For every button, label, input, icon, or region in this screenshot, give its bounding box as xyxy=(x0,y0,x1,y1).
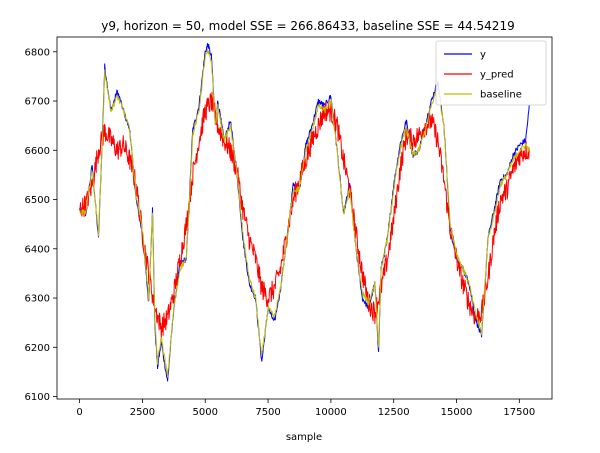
x-tick-label: 17500 xyxy=(503,407,535,418)
x-tick-label: 5000 xyxy=(193,407,218,418)
chart-title: y9, horizon = 50, model SSE = 266.86433,… xyxy=(101,19,514,33)
x-tick-label: 7500 xyxy=(255,407,280,418)
x-tick-label: 2500 xyxy=(130,407,155,418)
y-tick-label: 6100 xyxy=(25,392,50,403)
y-axis: 6100 6200 6300 6400 6500 6600 6700 6800 xyxy=(25,47,57,403)
legend-label-baseline: baseline xyxy=(480,90,522,101)
legend-box xyxy=(435,40,547,106)
y-tick-label: 6600 xyxy=(25,146,50,157)
y-tick-label: 6700 xyxy=(25,97,50,108)
y-tick-label: 6300 xyxy=(25,294,50,305)
legend-label-y-pred: y_pred xyxy=(480,70,514,81)
y-tick-label: 6200 xyxy=(25,343,50,354)
plot-frame xyxy=(56,36,553,400)
y-tick-label: 6800 xyxy=(25,47,50,58)
legend-label-y: y xyxy=(480,50,486,61)
series-line-baseline xyxy=(79,49,530,378)
x-tick-label: 10000 xyxy=(315,407,347,418)
y-tick-label: 6500 xyxy=(25,195,50,206)
x-axis: 0 2500 5000 7500 10000 12500 15000 17500 xyxy=(76,399,535,418)
x-axis-label: sample xyxy=(286,432,322,443)
x-tick-label: 0 xyxy=(76,407,82,418)
legend: y y_pred baseline xyxy=(435,40,547,106)
y-tick-label: 6400 xyxy=(25,244,50,255)
x-tick-label: 15000 xyxy=(441,407,473,418)
x-tick-label: 12500 xyxy=(378,407,410,418)
series-layer xyxy=(79,43,530,382)
